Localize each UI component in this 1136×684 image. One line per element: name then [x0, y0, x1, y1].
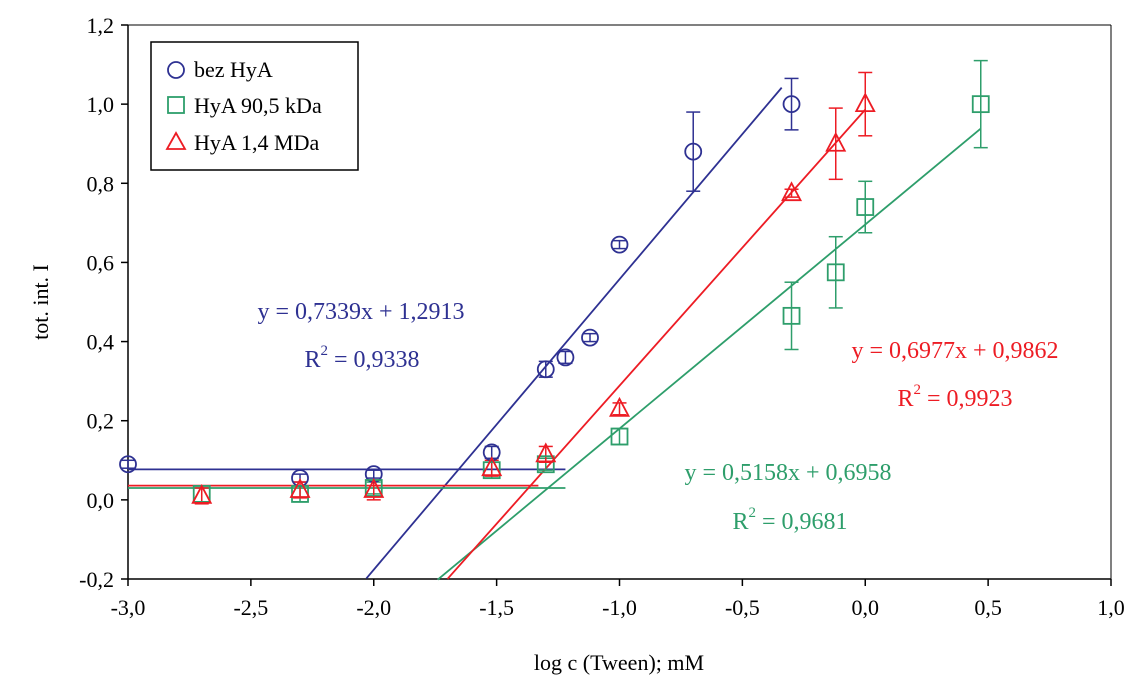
legend: bez HyA HyA 90,5 kDa HyA 1,4 MDa: [150, 41, 359, 171]
x-tick-label: -1,5: [479, 595, 514, 620]
data-point: [363, 478, 385, 498]
x-tick-label: -1,0: [602, 595, 637, 620]
r-squared-text: R2 = 0,9338: [304, 343, 419, 373]
x-tick-label: 0,0: [852, 595, 880, 620]
x-ticks: -3,0 -2,5 -2,0 -1,5 -1,0 -0,5 0,0 0,5 1,0: [111, 579, 1125, 620]
data-point: [119, 455, 137, 474]
data-point: [781, 181, 803, 202]
regression-line: [446, 109, 866, 580]
equation-text: y = 0,7339x + 1,2913: [257, 299, 464, 325]
data-point: [191, 483, 213, 504]
y-tick-label: 0,0: [87, 488, 115, 513]
equation-text: y = 0,5158x + 0,6958: [684, 460, 891, 486]
y-tick-label: 0,6: [87, 250, 115, 275]
data-point: [610, 235, 629, 254]
x-tick-label: 1,0: [1097, 595, 1125, 620]
legend-label: bez HyA: [194, 57, 273, 82]
data-point: [826, 263, 845, 282]
y-tick-label: 1,0: [87, 92, 115, 117]
data-point: [609, 396, 630, 417]
data-point: [856, 198, 875, 216]
regression-line: [437, 127, 982, 581]
x-axis-label: log c (Tween); mM: [534, 650, 704, 675]
y-ticks: -0,2 0,0 0,2 0,4 0,6 0,8 1,0 1,2: [79, 13, 128, 592]
data-point: [581, 328, 599, 347]
x-tick-label: -0,5: [725, 595, 760, 620]
legend-square-marker: [167, 96, 185, 114]
legend-label: HyA 90,5 kDa: [194, 93, 322, 118]
data-point: [825, 131, 847, 152]
data-point: [482, 443, 501, 462]
regression-line: [365, 87, 783, 579]
y-tick-label: 0,4: [87, 330, 115, 355]
data-point: [854, 92, 876, 113]
equation-text: y = 0,6977x + 0,9862: [851, 338, 1058, 364]
x-tick-label: -3,0: [111, 595, 146, 620]
data-point: [482, 461, 501, 480]
data-point: [536, 360, 555, 379]
legend-triangle-marker: [165, 131, 187, 150]
legend-circle-marker: [167, 61, 185, 79]
markers: [119, 92, 990, 504]
y-tick-label: 1,2: [87, 13, 115, 38]
y-tick-label: 0,2: [87, 409, 115, 434]
data-point: [289, 478, 311, 498]
x-tick-label: 0,5: [974, 595, 1002, 620]
equation-hya-90-5: y = 0,5158x + 0,6958 R2 = 0,9681: [684, 460, 891, 535]
legend-item-hya-1-4: HyA 1,4 MDa: [165, 130, 320, 155]
y-axis-label: tot. int. I: [28, 264, 53, 340]
data-point: [610, 427, 629, 446]
legend-item-bez-hya: bez HyA: [167, 57, 273, 82]
x-tick-label: -2,5: [233, 595, 268, 620]
legend-label: HyA 1,4 MDa: [194, 130, 320, 155]
data-point: [684, 142, 703, 161]
data-point: [782, 306, 801, 325]
y-tick-label: -0,2: [79, 567, 114, 592]
data-point: [535, 442, 557, 463]
y-tick-label: 0,8: [87, 171, 115, 196]
data-point: [481, 456, 503, 477]
data-point: [556, 348, 575, 367]
data-point: [782, 95, 801, 114]
x-tick-label: -2,0: [356, 595, 391, 620]
data-point: [536, 455, 555, 474]
equation-hya-1-4: y = 0,6977x + 0,9862 R2 = 0,9923: [851, 338, 1058, 412]
legend-item-hya-90-5: HyA 90,5 kDa: [167, 93, 322, 118]
data-point: [971, 95, 990, 114]
equation-bez-hya: y = 0,7339x + 1,2913 R2 = 0,9338: [257, 299, 464, 373]
r-squared-text: R2 = 0,9681: [732, 505, 847, 535]
r-squared-text: R2 = 0,9923: [897, 382, 1012, 412]
data-point: [364, 465, 383, 484]
